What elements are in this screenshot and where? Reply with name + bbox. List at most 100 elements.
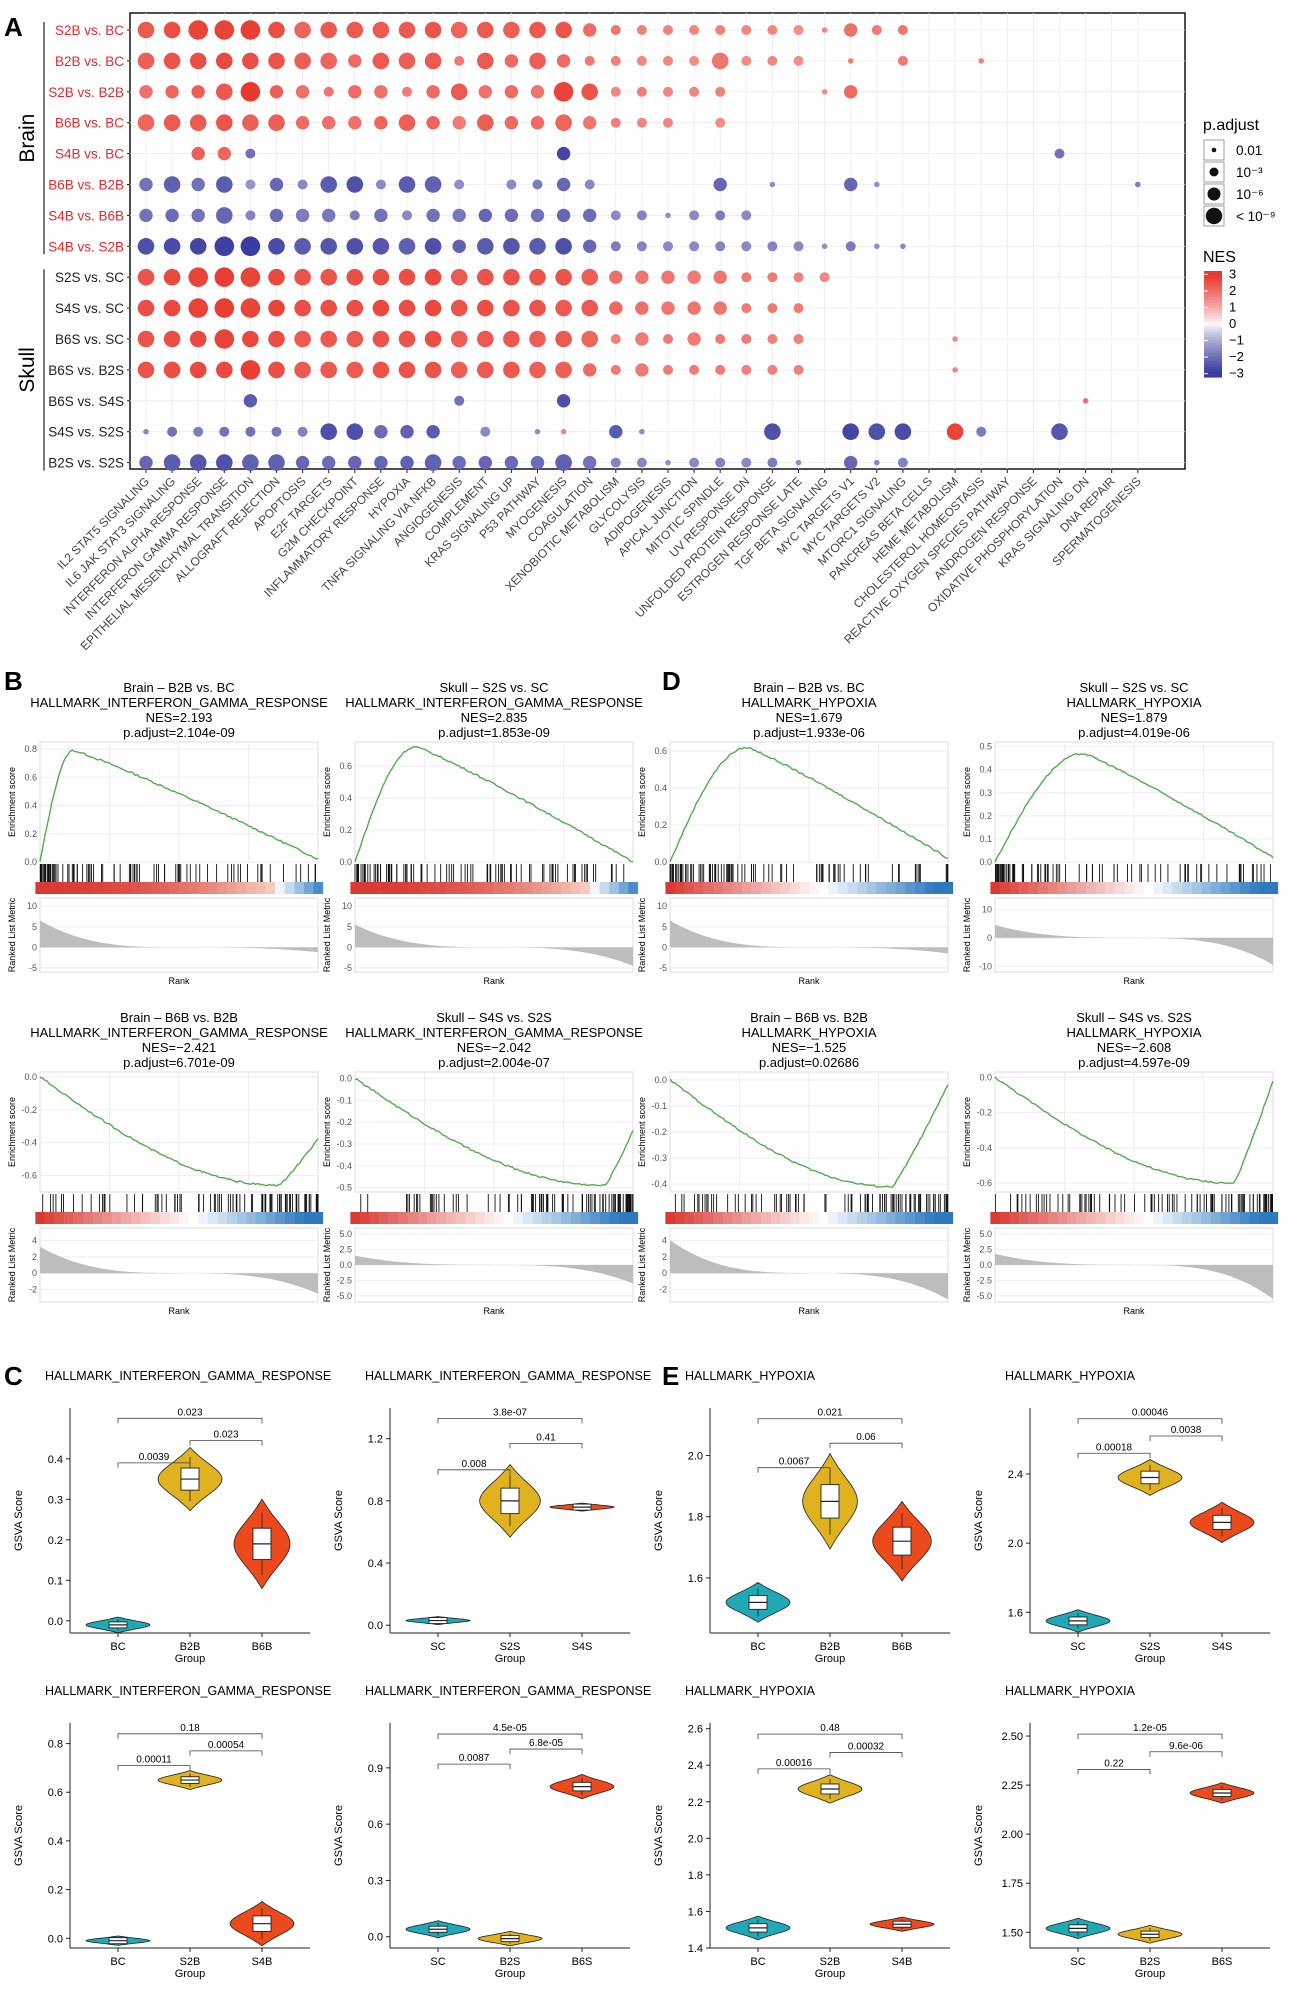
color-legend-swatch [1204, 316, 1222, 320]
gsea-rank-color-segment [751, 882, 762, 894]
nes-dot [191, 208, 205, 223]
nes-dot [1051, 423, 1068, 441]
significance-p-value: 0.023 [213, 1430, 238, 1441]
violin-y-tick-label: 1.6 [688, 1906, 703, 1918]
gsea-es-tick-label: 0.6 [654, 746, 667, 756]
nes-dot [689, 25, 700, 35]
dotplot-row-label: S4S vs. S2S [48, 425, 124, 440]
nes-dot [450, 268, 468, 286]
nes-dot [245, 148, 256, 159]
gsea-es-tick-label: 0.2 [654, 820, 667, 830]
gsea-rank-color-segment [1201, 1212, 1212, 1224]
significance-p-value: 0.22 [1104, 1758, 1124, 1769]
gsea-rank-color-segment [35, 1212, 46, 1224]
significance-p-value: 3.8e-07 [493, 1407, 527, 1418]
gsea-es-tick-label: -0.2 [651, 1127, 667, 1137]
gsea-rank-color-segment [436, 882, 447, 894]
nes-dot [400, 425, 414, 439]
nes-dot [663, 25, 673, 35]
nes-dot [137, 330, 155, 348]
gsea-rank-color-segment [1268, 1212, 1279, 1224]
nes-dot [689, 86, 700, 97]
nes-dot [530, 85, 545, 99]
nes-dot [556, 54, 571, 68]
nes-dot [504, 208, 519, 223]
size-legend-label: 10⁻³ [1236, 165, 1263, 180]
nes-dot [295, 116, 310, 130]
significance-bracket [757, 1733, 903, 1740]
gsea-metric-area [670, 920, 948, 954]
gsea-rank-color-segment [905, 882, 915, 894]
nes-dot [163, 114, 181, 131]
gsea-rank-color-segment [1162, 1212, 1173, 1224]
nes-dot [139, 177, 153, 192]
gsea-rank-color-segment [1258, 882, 1269, 894]
significance-p-value: 9.6e-06 [1169, 1741, 1203, 1752]
nes-dot [583, 116, 597, 130]
nes-dot [769, 181, 776, 188]
violin-group-label: S2B [820, 1956, 841, 1968]
gsea-running-score-line [994, 752, 1274, 863]
color-legend-swatch [1204, 305, 1222, 309]
nes-dot [477, 52, 494, 70]
gsea-rank-color-segment [999, 882, 1010, 894]
gsea-rank-color-segment [866, 1212, 877, 1224]
nes-dot [687, 332, 701, 346]
violin-y-tick-label: 0.6 [368, 1819, 383, 1831]
significance-p-value: 0.008 [461, 1459, 486, 1470]
violin-y-tick-label: 0.9 [368, 1763, 383, 1775]
nes-dot [555, 330, 572, 348]
dotplot-row-label: S4B vs. S2B [48, 239, 124, 254]
nes-dot [1054, 148, 1065, 159]
nes-dot [506, 179, 517, 190]
nes-dot [847, 58, 854, 64]
gsea-rank-color-segment [990, 882, 1001, 894]
gsea-rank-color-segment [407, 882, 418, 894]
nes-dot [897, 457, 908, 468]
nes-dot [214, 267, 235, 288]
significance-bracket [117, 1462, 191, 1468]
color-legend-label: 3 [1229, 266, 1236, 281]
gsea-rank-color-segment [876, 1212, 887, 1224]
gsea-es-tick-label: 0.2 [979, 811, 992, 821]
gsea-rank-color-segment [943, 882, 954, 894]
nes-dot [584, 179, 595, 190]
nes-dot [424, 330, 442, 348]
gsea-rank-color-segment [83, 1212, 94, 1224]
gsea-es-tick-label: 0.5 [979, 742, 992, 752]
gsea-rank-color-segment [379, 882, 389, 894]
color-legend-swatch [1204, 318, 1222, 322]
nes-dot [450, 299, 468, 317]
gsea-rank-color-segment [313, 1212, 324, 1224]
nes-dot [663, 334, 673, 344]
nes-dot [245, 210, 256, 221]
nes-dot [689, 457, 700, 468]
gsea-rank-color-segment [484, 882, 495, 894]
color-legend-swatch [1204, 308, 1222, 312]
nes-dot [216, 114, 233, 131]
nes-dot [452, 208, 466, 223]
nes-dot [555, 268, 572, 286]
gsea-metric-tick-label: 10 [27, 901, 37, 911]
gsea-es-tick-label: -0.4 [336, 1161, 352, 1171]
gsea-rank-color-segment [188, 1212, 199, 1224]
nes-dot [214, 298, 235, 318]
gsea-rank-color-segment [866, 882, 877, 894]
gsea-rank-color-segment [198, 1212, 209, 1224]
color-legend-label: −2 [1229, 349, 1244, 364]
gsea-rank-color-segment [255, 1212, 266, 1224]
nes-dot [713, 270, 727, 284]
nes-dot [320, 52, 338, 70]
nes-dot [478, 208, 492, 223]
gsea-metric-tick-label: 10 [342, 901, 352, 911]
gsea-rank-color-segment [1162, 882, 1173, 894]
gsea-rank-color-segment [1230, 1212, 1240, 1224]
nes-dot [216, 52, 233, 70]
color-legend-swatch [1204, 369, 1222, 373]
color-legend-swatch [1204, 331, 1222, 336]
violin-y-tick-label: 1.2 [368, 1434, 383, 1446]
nes-dot [639, 428, 645, 435]
violin-group-label: B6S [572, 1956, 593, 1968]
gsea-rank-axis-label: Rank [168, 1306, 190, 1316]
gsea-rank-color-segment [159, 882, 170, 894]
